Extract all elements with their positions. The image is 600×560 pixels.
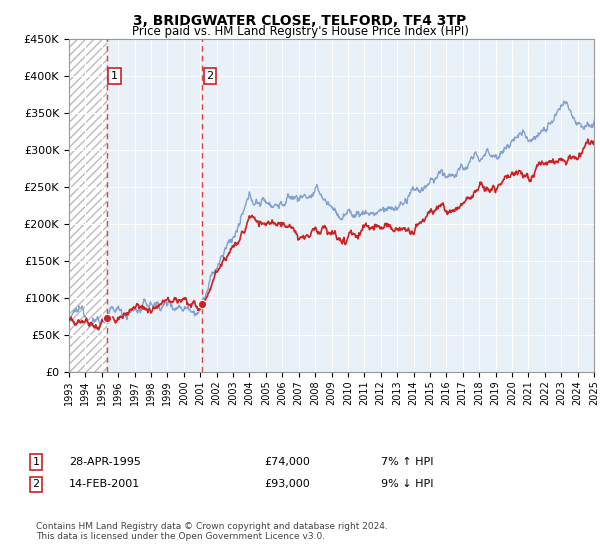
Text: Price paid vs. HM Land Registry's House Price Index (HPI): Price paid vs. HM Land Registry's House …	[131, 25, 469, 38]
Text: 2: 2	[206, 71, 214, 81]
Text: 14-FEB-2001: 14-FEB-2001	[69, 479, 140, 489]
Text: 1: 1	[111, 71, 118, 81]
Text: 1: 1	[32, 457, 40, 467]
Text: 9% ↓ HPI: 9% ↓ HPI	[381, 479, 433, 489]
Text: £74,000: £74,000	[264, 457, 310, 467]
Text: £93,000: £93,000	[264, 479, 310, 489]
Text: 7% ↑ HPI: 7% ↑ HPI	[381, 457, 433, 467]
Text: Contains HM Land Registry data © Crown copyright and database right 2024.
This d: Contains HM Land Registry data © Crown c…	[36, 522, 388, 542]
Bar	[107, 39, 202, 372]
Text: 3, BRIDGWATER CLOSE, TELFORD, TF4 3TP: 3, BRIDGWATER CLOSE, TELFORD, TF4 3TP	[133, 14, 467, 28]
Bar	[69, 39, 107, 372]
Text: 28-APR-1995: 28-APR-1995	[69, 457, 141, 467]
Text: 2: 2	[32, 479, 40, 489]
